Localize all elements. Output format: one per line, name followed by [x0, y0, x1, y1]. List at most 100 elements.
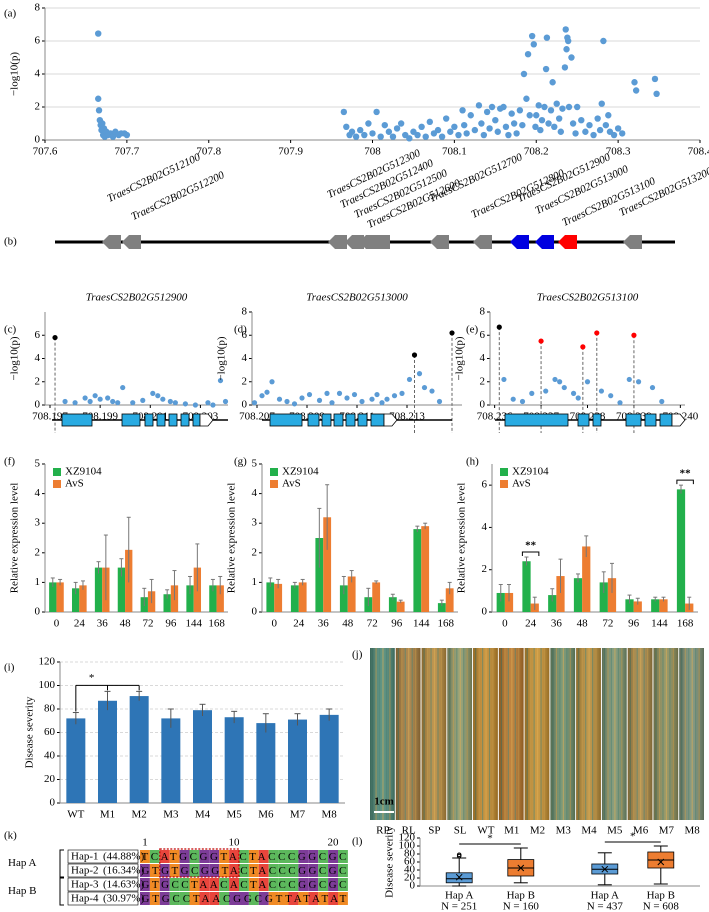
base-cell	[159, 892, 170, 905]
point	[563, 46, 570, 53]
y-tick-label: 60	[404, 856, 416, 868]
y-tick-label: 0	[410, 880, 416, 892]
point	[348, 128, 356, 135]
panel-label: (j)	[352, 649, 363, 661]
legend-swatch	[270, 468, 278, 476]
legend-swatch	[500, 468, 508, 476]
y-tick-label: 8	[35, 2, 41, 14]
base-cell	[209, 878, 220, 891]
panel-label: (a)	[4, 8, 17, 20]
x-tick-label: 24	[293, 618, 305, 630]
y-tick-label: 2	[35, 546, 41, 558]
photo-label: M7	[659, 825, 675, 837]
x-tick-label: 168	[677, 618, 694, 630]
exon	[357, 413, 368, 427]
x-tick-label: 168	[208, 618, 225, 630]
photo-label: M1	[504, 825, 519, 837]
y-tick-label: 100	[39, 679, 56, 691]
base-cell	[268, 878, 279, 891]
base-cell	[149, 864, 160, 877]
y-tick-label: 0	[482, 606, 488, 618]
panel-label: (h)	[466, 456, 479, 468]
base-cell	[179, 850, 190, 863]
point	[483, 108, 491, 116]
bar	[71, 588, 80, 612]
base-cell	[239, 864, 249, 877]
bar	[288, 719, 307, 803]
x-tick-label: 708.1	[442, 146, 467, 158]
bar	[186, 585, 194, 612]
point	[95, 30, 102, 37]
x-tick-label: M1	[100, 809, 115, 821]
bar	[49, 582, 57, 612]
base-cell	[268, 864, 279, 877]
base-cell	[338, 864, 348, 877]
base-cell	[248, 878, 259, 891]
position-label: 10	[229, 837, 241, 849]
point	[528, 32, 536, 40]
point	[155, 393, 161, 399]
point	[373, 108, 380, 116]
base-cell	[169, 864, 180, 877]
point	[451, 123, 458, 130]
point	[547, 107, 555, 114]
base-cell	[239, 892, 249, 905]
x-tick-label: 24	[525, 618, 537, 630]
base-cell	[199, 864, 210, 877]
base-cell	[169, 878, 180, 891]
base-cell	[189, 878, 200, 891]
x-tick-label: Hap A	[591, 890, 619, 902]
position-label: 1	[142, 837, 148, 849]
point	[610, 131, 618, 139]
point	[284, 398, 290, 405]
point	[374, 391, 380, 398]
base-cell	[278, 878, 289, 891]
point	[442, 115, 450, 122]
exon	[156, 413, 166, 427]
y-tick-label: 4	[35, 68, 41, 80]
point	[651, 75, 659, 83]
point	[418, 123, 425, 130]
base-cell	[248, 850, 259, 863]
chart-title: TraesCS2B02G512900	[86, 292, 188, 304]
sequence: TCATGCGGTACTACCCGGCGC	[142, 851, 347, 863]
point	[422, 133, 429, 140]
legend-label: XZ9104	[512, 466, 549, 478]
x-tick-label: Hap B	[507, 890, 535, 902]
bar	[496, 592, 505, 612]
y-tick-label: 40	[44, 750, 56, 762]
point	[513, 130, 520, 137]
point	[269, 379, 275, 385]
base-cell	[149, 878, 160, 891]
x-tick-label: 36	[97, 618, 109, 630]
gene-arrow	[510, 235, 529, 249]
x-tick-label: 144	[413, 618, 430, 630]
bar	[56, 582, 64, 612]
bar	[319, 714, 339, 803]
significance-bracket	[676, 479, 694, 485]
point	[365, 120, 372, 127]
x-tick-label: 96	[391, 618, 403, 630]
annotation: *	[487, 833, 493, 845]
y-tick-label: 4	[35, 352, 41, 364]
exon	[592, 413, 602, 427]
y-tick-label: 6	[35, 329, 41, 341]
base-cell	[219, 892, 230, 905]
legend-swatch	[53, 468, 61, 476]
point	[475, 102, 483, 109]
bar	[504, 592, 514, 612]
legend-label: XZ9104	[65, 466, 102, 478]
base-cell	[219, 864, 230, 877]
exon	[61, 413, 93, 427]
base-cell	[258, 878, 269, 891]
point	[502, 123, 510, 130]
y-tick-label: 4	[482, 521, 488, 533]
exon	[307, 413, 320, 427]
point	[568, 54, 575, 61]
point	[97, 396, 103, 402]
point	[361, 131, 368, 139]
base-cell	[298, 864, 309, 877]
point	[543, 388, 549, 394]
photo-label: SP	[428, 825, 440, 837]
point	[351, 391, 358, 398]
